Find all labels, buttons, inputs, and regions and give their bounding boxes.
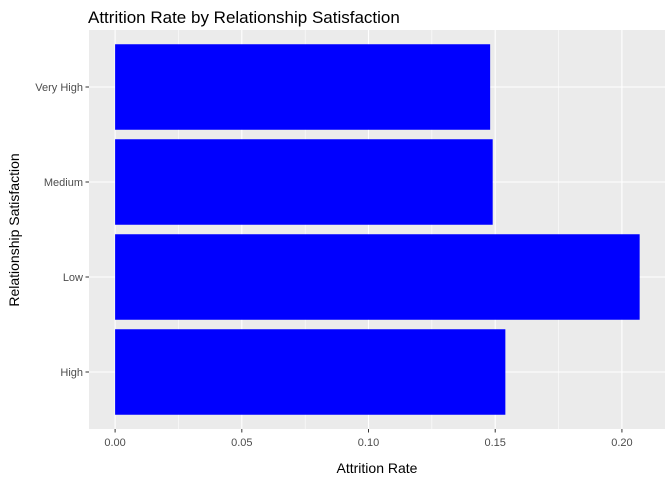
y-axis: High Low Medium Very High bbox=[35, 82, 89, 379]
y-tick-label: High bbox=[60, 367, 83, 379]
bar-high bbox=[115, 329, 506, 415]
x-tick-label: 0.00 bbox=[104, 437, 125, 449]
bar-very-high bbox=[115, 44, 491, 130]
y-tick-label: Very High bbox=[35, 82, 83, 94]
x-axis-title: Attrition Rate bbox=[337, 460, 418, 476]
x-tick-label: 0.10 bbox=[358, 437, 379, 449]
x-tick-label: 0.20 bbox=[611, 437, 632, 449]
bar-low bbox=[115, 234, 640, 320]
bars bbox=[115, 44, 640, 415]
chart-title: Attrition Rate by Relationship Satisfact… bbox=[88, 8, 400, 27]
y-axis-title: Relationship Satisfaction bbox=[6, 153, 22, 306]
x-axis: 0.00 0.05 0.10 0.15 0.20 bbox=[104, 429, 633, 449]
x-tick-label: 0.15 bbox=[485, 437, 506, 449]
y-tick-label: Medium bbox=[44, 177, 83, 189]
y-tick-label: Low bbox=[63, 272, 83, 284]
bar-medium bbox=[115, 139, 493, 225]
x-tick-label: 0.05 bbox=[231, 437, 252, 449]
